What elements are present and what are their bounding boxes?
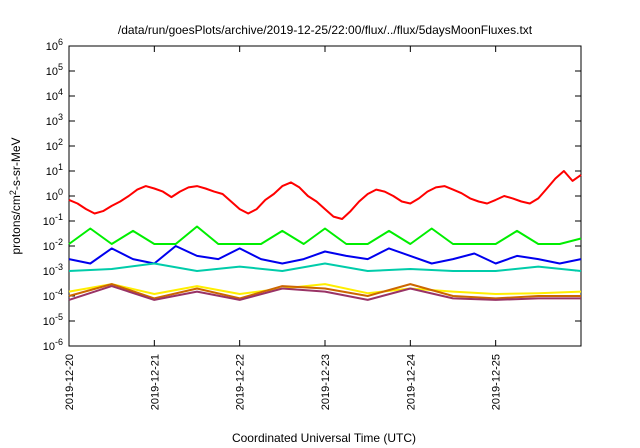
y-tick-label: 10-2 — [43, 237, 63, 253]
x-tick-label: 2019-12-20 — [64, 354, 76, 410]
series-group — [68, 170, 582, 301]
y-tick-label: 10-4 — [43, 287, 63, 303]
x-tick-label: 2019-12-25 — [491, 354, 503, 410]
series-line-0 — [68, 170, 582, 220]
y-axis-label: protons/cm2-s-sr-MeV — [8, 137, 23, 254]
y-tick-label: 101 — [46, 162, 63, 178]
x-tick-label: 2019-12-23 — [320, 354, 332, 410]
y-tick-label: 10-5 — [43, 312, 63, 328]
y-tick-label: 106 — [46, 37, 63, 53]
y-tick-label: 10-6 — [43, 337, 63, 353]
series-line-3 — [68, 262, 582, 272]
y-tick-label: 10-3 — [43, 262, 63, 278]
series-line-5 — [68, 283, 581, 300]
series-line-4 — [68, 283, 582, 295]
x-tick-label: 2019-12-22 — [235, 354, 247, 410]
chart-title: /data/run/goesPlots/archive/2019-12-25/2… — [118, 23, 533, 37]
x-axis: 2019-12-20 2019-12-21 2019-12-22 2019-12-23… — [64, 46, 503, 410]
x-tick-label: 2019-12-24 — [405, 354, 417, 410]
x-tick-label: 2019-12-21 — [149, 354, 161, 410]
series-line-1 — [68, 225, 582, 245]
y-tick-label: 10-1 — [43, 212, 63, 228]
series-line-6 — [68, 285, 581, 301]
y-tick-label: 100 — [46, 187, 63, 203]
y-tick-label: 104 — [46, 87, 63, 103]
series-line-2 — [68, 245, 582, 265]
y-tick-label: 105 — [46, 62, 63, 78]
y-tick-label: 103 — [46, 112, 63, 128]
y-axis: 10-6 10-5 10-4 10-3 10-2 10-1 100 101 102 103 104 1… — [43, 37, 581, 353]
y-tick-label: 102 — [46, 137, 63, 153]
x-axis-label: Coordinated Universal Time (UTC) — [232, 431, 416, 445]
